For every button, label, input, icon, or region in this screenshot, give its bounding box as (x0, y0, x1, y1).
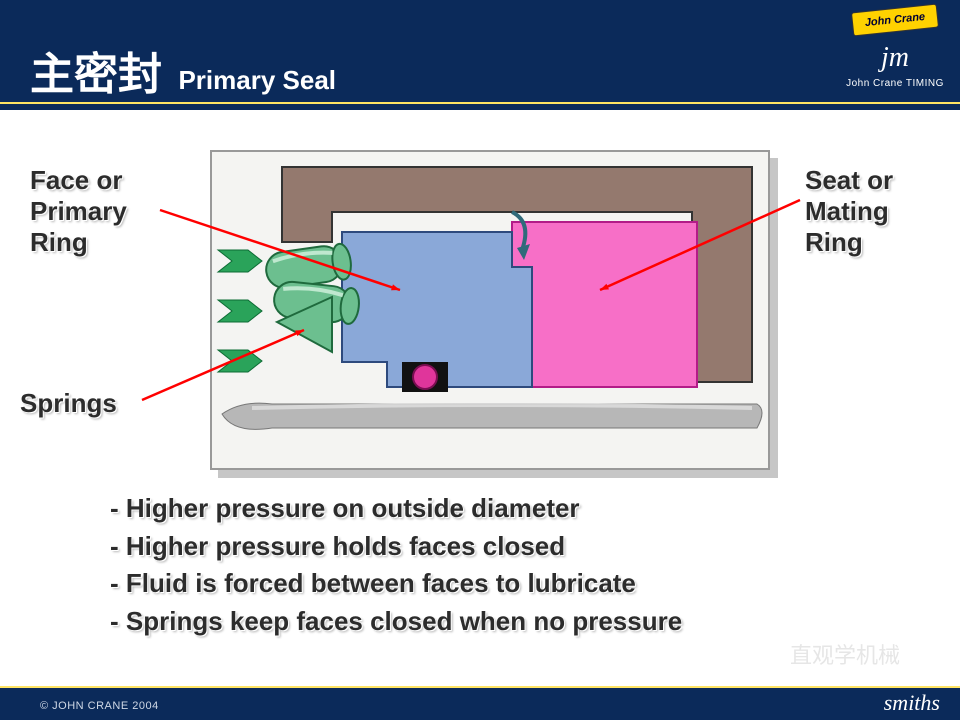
watermark-text: 直观学机械 (790, 643, 900, 668)
callout-face-ring: Face orPrimaryRing (30, 165, 127, 259)
copyright-text: © JOHN CRANE 2004 (40, 700, 159, 712)
header-accent-line (0, 102, 960, 104)
callout-seat-ring: Seat orMatingRing (805, 165, 893, 259)
logo-badge: John Crane (851, 4, 939, 37)
brand-logo: John Crane jm John Crane TIMING (840, 8, 950, 100)
slide-footer: © JOHN CRANE 2004 smiths (0, 686, 960, 720)
watermark-bubble-icon (744, 640, 778, 674)
diagram-frame (210, 150, 770, 470)
footer-brand: smiths (884, 690, 940, 716)
seal-diagram (212, 152, 768, 468)
callout-springs: Springs (20, 388, 117, 419)
logo-subtext: John Crane TIMING (840, 78, 950, 89)
bullet-list: - Higher pressure on outside diameter- H… (110, 490, 682, 641)
diagram-bg (210, 150, 770, 470)
slide-header: 主密封 Primary Seal John Crane jm John Cran… (0, 0, 960, 110)
watermark: 直观学机械 (744, 638, 900, 674)
title-cn: 主密封 (30, 50, 162, 99)
logo-script: jm (840, 42, 950, 74)
title-en: Primary Seal (178, 65, 336, 95)
slide-title: 主密封 Primary Seal (30, 38, 336, 102)
